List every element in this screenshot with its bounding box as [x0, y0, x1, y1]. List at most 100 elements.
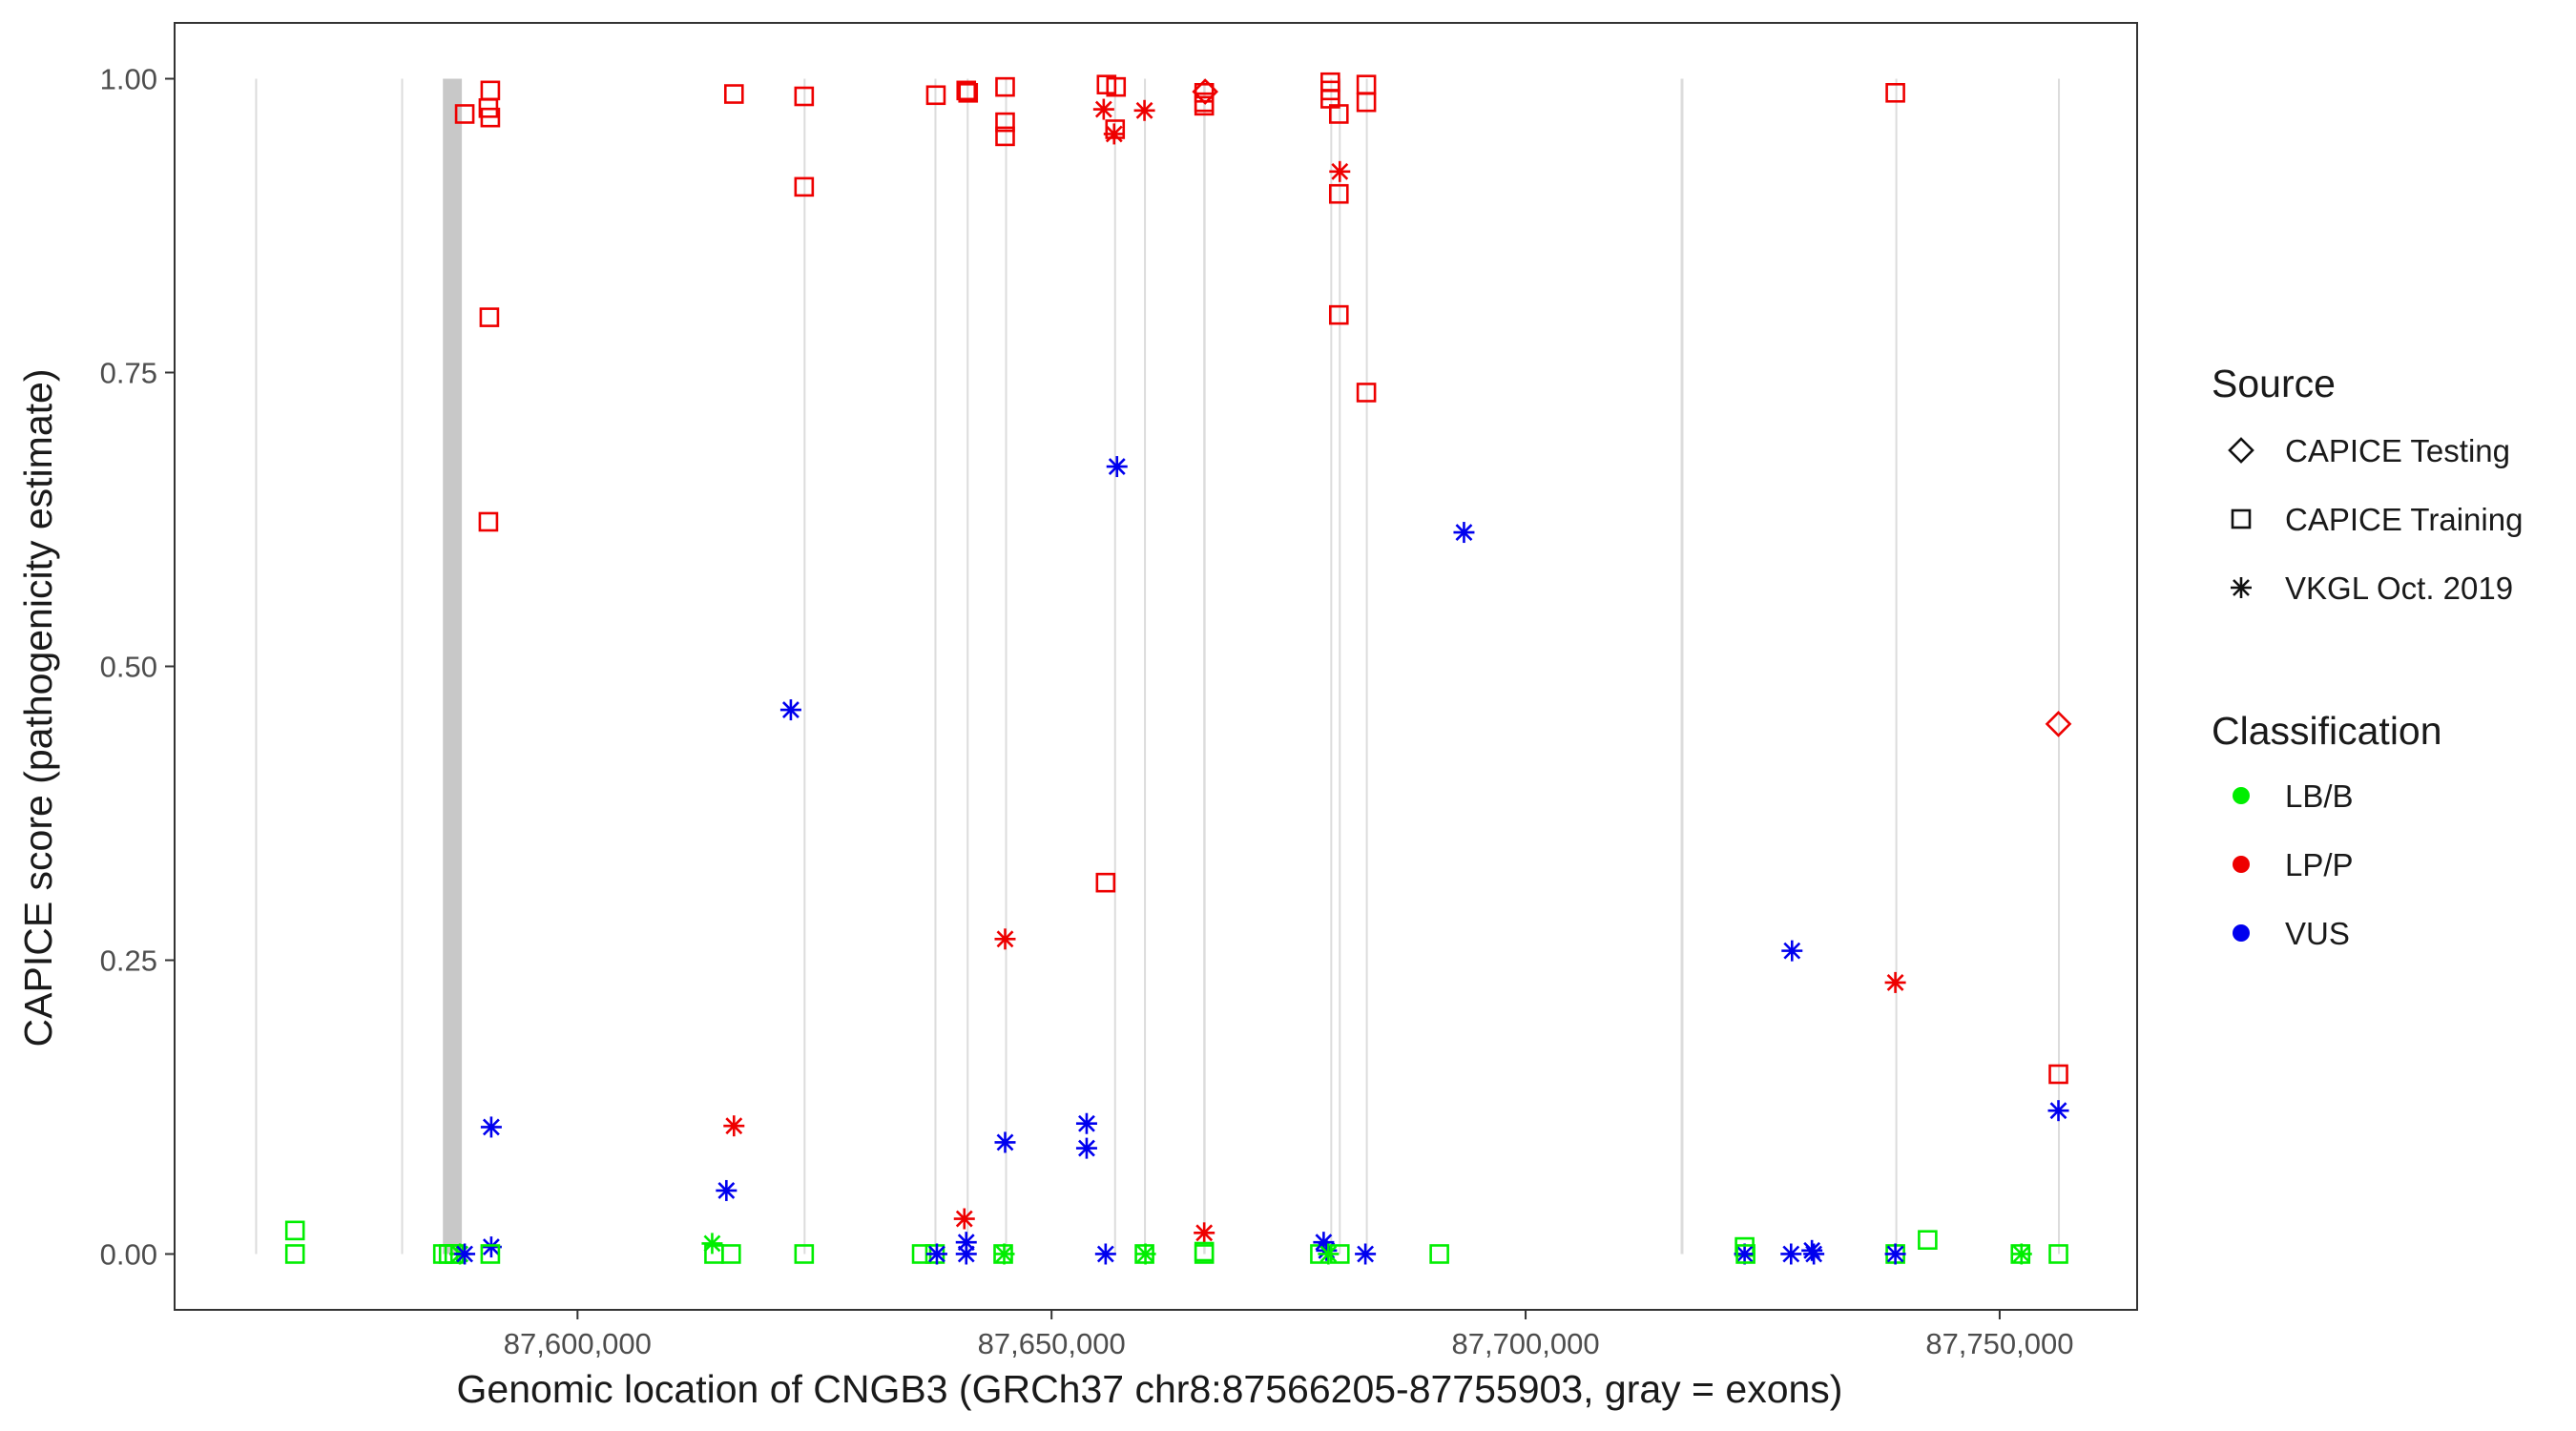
- exon-10: [1203, 78, 1206, 1255]
- data-point-37: [993, 1243, 1015, 1265]
- data-point-53: [1133, 99, 1155, 121]
- exon-8: [1113, 78, 1116, 1255]
- data-point-14: [480, 1116, 502, 1138]
- legend-source-label: VKGL Oct. 2019: [2285, 570, 2513, 606]
- data-point-73: [1328, 304, 1349, 325]
- data-point-97: [2047, 1100, 2069, 1122]
- data-point-25: [794, 176, 815, 197]
- exon-11: [1330, 78, 1333, 1255]
- data-point-60: [1194, 1222, 1215, 1244]
- data-point-43: [1075, 1112, 1097, 1134]
- data-point-30: [925, 1243, 947, 1265]
- data-point-84: [1781, 940, 1803, 962]
- exon-2: [401, 78, 404, 1255]
- points-layer: [284, 72, 2072, 1265]
- data-point-59: [1194, 95, 1215, 116]
- data-point-91: [1884, 1243, 1906, 1265]
- data-point-80: [1453, 522, 1475, 544]
- exon-9: [1144, 78, 1147, 1255]
- axes-layer: 0.00 0.25 0.50 0.75 1.00 87,600,000 87,650,000…: [100, 63, 2074, 1360]
- legend-class-label: LP/P: [2285, 847, 2354, 882]
- legend-class-key: [2233, 787, 2250, 804]
- exon-16: [2058, 78, 2061, 1255]
- data-point-55: [1134, 1243, 1156, 1265]
- data-point-17: [701, 1233, 723, 1255]
- data-point-24: [794, 86, 815, 107]
- data-point-19: [721, 1244, 741, 1264]
- legend-source-label: CAPICE Testing: [2285, 433, 2510, 468]
- exon-14: [1680, 78, 1684, 1255]
- data-point-45: [1094, 1243, 1116, 1265]
- data-point-11: [480, 107, 501, 128]
- data-point-40: [995, 126, 1015, 147]
- data-point-33: [955, 1243, 977, 1265]
- data-point-20: [716, 1179, 737, 1201]
- data-point-29: [925, 85, 946, 106]
- legend-source-key-star: [2231, 577, 2252, 598]
- legend-source-key-diamond: [2228, 437, 2254, 464]
- data-point-22: [723, 84, 744, 104]
- exon-6: [966, 78, 969, 1255]
- legend-class-label: LB/B: [2285, 778, 2354, 814]
- data-point-38: [995, 76, 1015, 97]
- data-point-51: [1103, 123, 1125, 145]
- exon-4: [803, 78, 806, 1255]
- data-point-79: [1429, 1244, 1449, 1264]
- legend-class-items: LB/B LP/P VUS: [2233, 778, 2354, 951]
- exon-1: [255, 78, 258, 1255]
- data-point-88: [1885, 83, 1905, 103]
- data-point-77: [1356, 383, 1377, 403]
- data-point-7: [454, 1243, 476, 1265]
- data-point-74: [1329, 1244, 1350, 1264]
- data-point-8: [454, 104, 475, 124]
- x-tick-label: 87,700,000: [1451, 1327, 1599, 1360]
- legend-class-key: [2233, 924, 2250, 942]
- y-tick-label: 0.25: [100, 944, 157, 977]
- x-axis-label: Genomic location of CNGB3 (GRCh37 chr8:8…: [457, 1367, 1843, 1411]
- data-point-96: [2048, 1064, 2068, 1085]
- legend-class-label: VUS: [2285, 916, 2350, 951]
- data-point-21: [723, 1115, 745, 1137]
- legend-source-label: CAPICE Training: [2285, 502, 2523, 537]
- data-point-95: [2045, 711, 2072, 737]
- legend: Source CAPICE Testing CAPICE Training VKGL…: [2212, 362, 2523, 951]
- y-axis-label: CAPICE score (pathogenicity estimate): [16, 369, 60, 1047]
- legend-source-title: Source: [2212, 362, 2336, 405]
- data-point-72: [1328, 183, 1349, 204]
- data-point-85: [1780, 1243, 1802, 1265]
- data-point-41: [994, 928, 1016, 950]
- data-point-52: [1106, 456, 1128, 478]
- data-point-35: [958, 83, 979, 103]
- exon-12: [1339, 78, 1341, 1255]
- data-point-26: [794, 1244, 815, 1264]
- data-point-94: [2010, 1243, 2032, 1265]
- data-point-15: [480, 1236, 502, 1258]
- data-point-78: [1355, 1243, 1377, 1265]
- data-point-16: [480, 1244, 501, 1264]
- exon-13: [1365, 78, 1368, 1255]
- data-point-71: [1329, 160, 1351, 182]
- data-point-1: [284, 1220, 305, 1241]
- data-point-42: [994, 1131, 1016, 1153]
- data-point-66: [1318, 1243, 1340, 1265]
- data-point-31: [953, 1208, 975, 1230]
- data-point-92: [1918, 1230, 1938, 1250]
- data-point-57: [1192, 78, 1219, 105]
- data-point-12: [479, 307, 500, 327]
- y-tick-label: 0.50: [100, 651, 157, 684]
- legend-classification-title: Classification: [2212, 709, 2442, 753]
- exon-15: [1895, 78, 1898, 1255]
- y-tick-label: 0.75: [100, 357, 157, 390]
- x-tick-label: 87,650,000: [978, 1327, 1126, 1360]
- data-point-23: [779, 699, 801, 721]
- data-point-76: [1356, 92, 1377, 113]
- data-point-13: [478, 511, 499, 532]
- data-point-2: [284, 1244, 305, 1264]
- legend-source-items: CAPICE Testing CAPICE Training VKGL Oct. 2…: [2228, 433, 2523, 606]
- y-tick-label: 0.00: [100, 1237, 157, 1271]
- data-point-83: [1735, 1244, 1755, 1264]
- data-point-98: [2048, 1244, 2068, 1264]
- data-point-89: [1884, 971, 1906, 993]
- exon-5: [934, 78, 937, 1255]
